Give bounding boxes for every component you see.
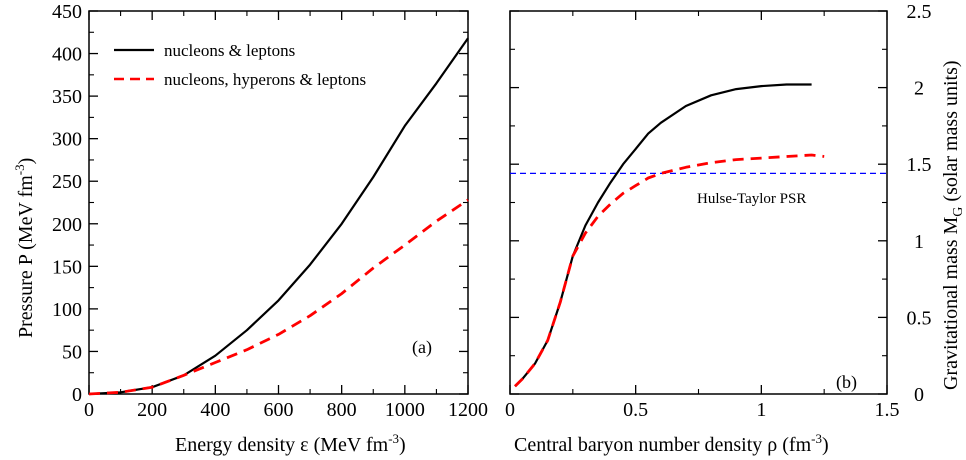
y-tick-label: 100 — [52, 299, 82, 321]
panel-a-ylabel: Pressure P (MeV fm-3) — [12, 158, 37, 338]
panel-a-label: (a) — [412, 337, 432, 358]
series-line-nucleons-leptons — [514, 83, 812, 388]
x-tick-label: 800 — [327, 399, 357, 421]
y-tick-label: 0.5 — [907, 307, 932, 329]
panel-b-ticks: 0 0.5 1 1.5 0 0.5 1 1.5 2 2.5 — [505, 1, 932, 421]
hulse-taylor-label: Hulse-Taylor PSR — [697, 191, 806, 207]
y-tick-label: 2.5 — [907, 1, 932, 23]
legend-label-nucleons-hyperons-leptons: nucleons, hyperons & leptons — [164, 70, 366, 89]
x-tick-label: 0.5 — [623, 399, 648, 421]
y-tick-label: 0 — [914, 384, 924, 406]
panel-b-ylabel: Gravitational mass MG (solar mass units) — [940, 60, 966, 390]
y-tick-label: 1.5 — [907, 154, 932, 176]
panel-a-ticks: 0 200 400 600 800 1000 1200 0 50 100 150 200 250 300 3… — [52, 1, 488, 421]
panel-b-xlabel: Central baryon number density ρ (fm-3) — [514, 431, 829, 456]
y-tick-label: 0 — [72, 384, 82, 406]
series-line-nucleons-hyperons-leptons — [514, 153, 825, 388]
y-tick-label: 350 — [52, 86, 82, 108]
series-line-nucleons-hyperons-leptons — [88, 198, 469, 396]
y-tick-label: 150 — [52, 256, 82, 278]
y-tick-label: 1 — [914, 231, 924, 253]
panel-b: 0 0.5 1 1.5 0 0.5 1 1.5 2 2.5 Hulse-Taylor PSR (b… — [505, 1, 966, 456]
y-tick-label: 2 — [914, 78, 924, 100]
y-tick-label: 200 — [52, 214, 82, 236]
y-tick-label: 250 — [52, 171, 82, 193]
y-tick-label: 300 — [52, 129, 82, 151]
x-tick-label: 1000 — [385, 399, 425, 421]
y-tick-label: 400 — [52, 44, 82, 66]
panel-b-label: (b) — [836, 372, 857, 393]
panel-b-series — [514, 83, 825, 388]
x-tick-label: 200 — [137, 399, 167, 421]
y-tick-label: 50 — [62, 341, 82, 363]
x-tick-label: 1200 — [448, 399, 488, 421]
panel-a-series — [88, 37, 469, 396]
x-tick-label: 400 — [200, 399, 230, 421]
x-tick-label: 1.5 — [875, 399, 900, 421]
y-tick-label: 450 — [52, 1, 82, 23]
panel-a: 0 200 400 600 800 1000 1200 0 50 100 150 200 250 300 3… — [12, 1, 488, 456]
x-tick-label: 0 — [505, 399, 515, 421]
x-tick-label: 600 — [264, 399, 294, 421]
legend-label-nucleons-leptons: nucleons & leptons — [164, 41, 295, 60]
x-tick-label: 0 — [84, 399, 94, 421]
x-tick-label: 1 — [756, 399, 766, 421]
legend: nucleons & leptons nucleons, hyperons & … — [114, 41, 366, 89]
panel-a-xlabel: Energy density ε (MeV fm-3) — [175, 431, 406, 456]
